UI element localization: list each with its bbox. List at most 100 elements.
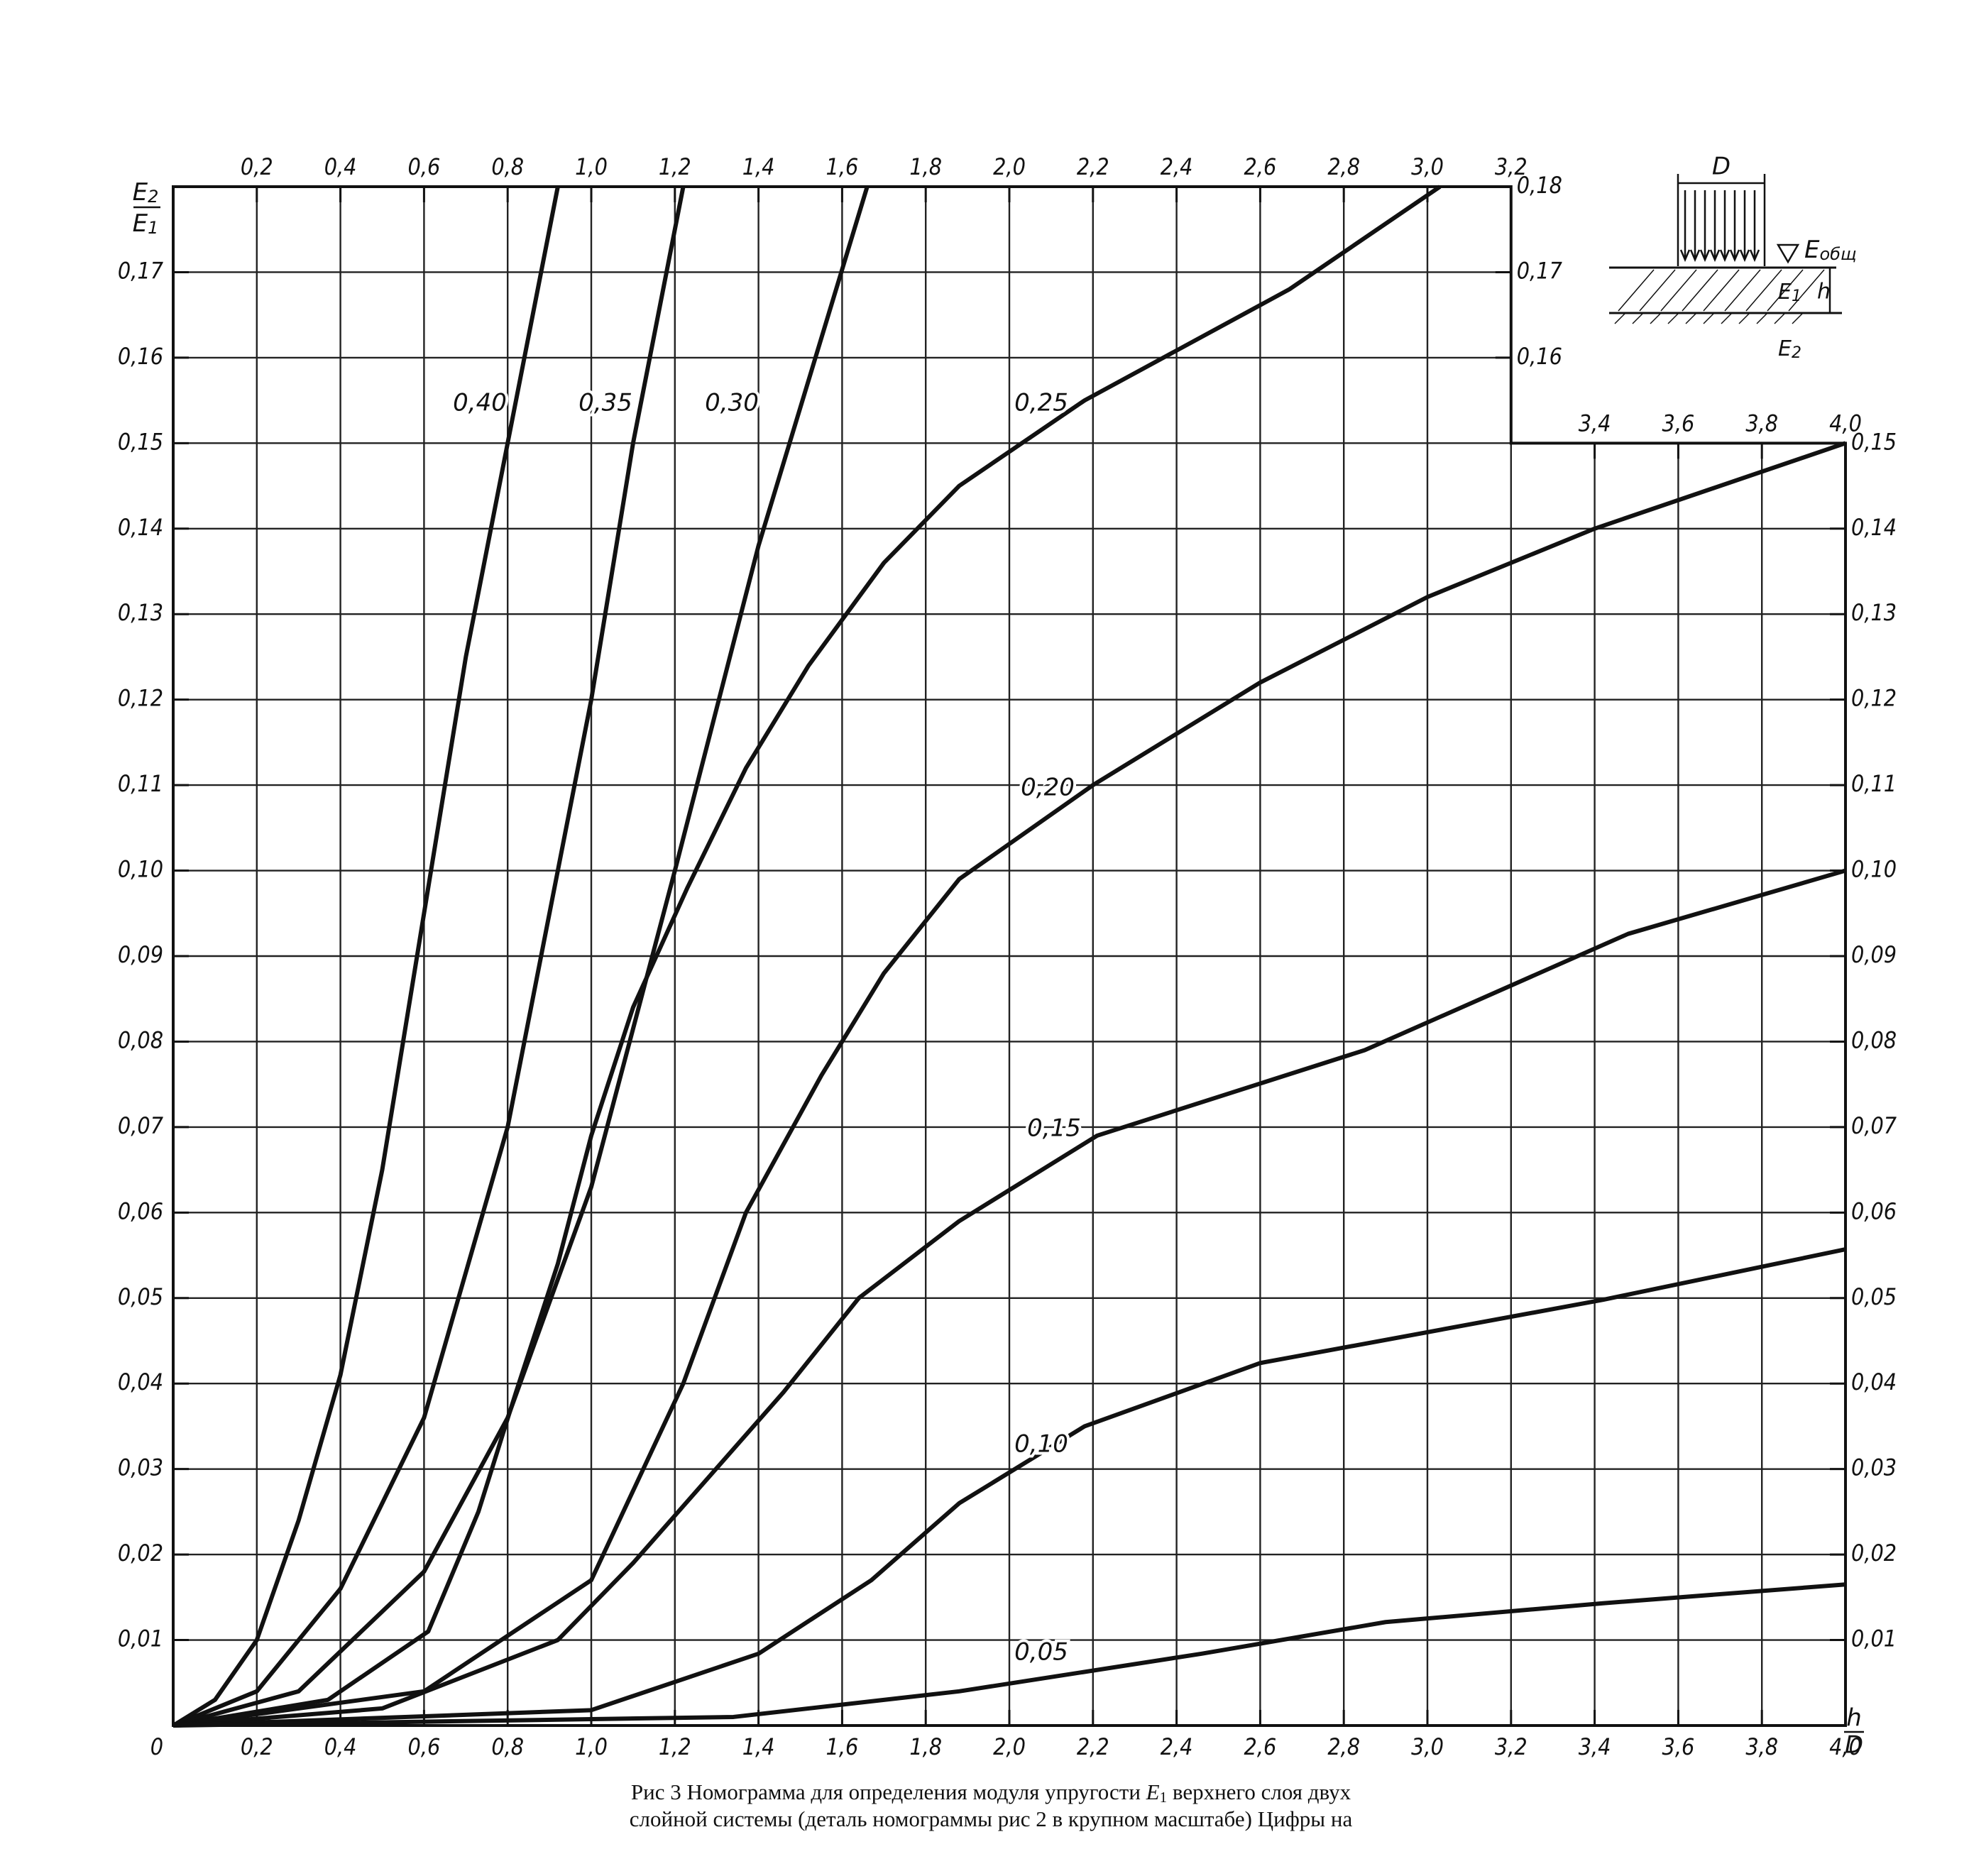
curve-label: 0,40: [453, 389, 507, 417]
y-right-tick-label: 0,05: [1851, 1283, 1897, 1310]
inset-diagram: [1609, 174, 1842, 324]
x-top-tick-label: 2,0: [993, 153, 1026, 180]
x-tick-label: 0,8: [491, 1733, 524, 1760]
y-right-tick-label: 0,12: [1851, 685, 1897, 712]
x-top-tick-label: 1,0: [575, 153, 608, 180]
x-top-tick-label: 1,2: [659, 153, 691, 180]
y-tick-label: 0,05: [118, 1283, 163, 1310]
y-right-tick-label: 0,08: [1851, 1026, 1897, 1053]
curve-label: 0,10: [1014, 1430, 1068, 1459]
y-tick-label: 0,11: [118, 770, 163, 797]
x-tick-label: 0,6: [408, 1733, 441, 1760]
y-right-tick-label: 0,17: [1517, 257, 1563, 284]
x-top-tick-label: 3,4: [1579, 410, 1611, 437]
x-tick-label: 3,6: [1662, 1733, 1695, 1760]
caption-symbol: E: [1146, 1779, 1160, 1804]
x-tick-label: 1,2: [659, 1733, 691, 1760]
x-tick-label: 2,6: [1244, 1733, 1277, 1760]
y-right-tick-label: 0,11: [1851, 770, 1897, 797]
y-right-tick-label: 0,04: [1851, 1368, 1897, 1395]
x-tick-label: 2,4: [1161, 1733, 1193, 1760]
y-tick-label: 0: [150, 1733, 163, 1760]
y-right-tick-label: 0,18: [1517, 172, 1562, 199]
inset-lower-modulus: E2: [1778, 336, 1801, 363]
x-tick-label: 3,0: [1411, 1733, 1444, 1760]
symbol: E: [1778, 336, 1792, 361]
x-tick-label: 3,4: [1579, 1733, 1611, 1760]
y-tick-label: 0,14: [118, 514, 163, 541]
inset-width-label: D: [1712, 153, 1731, 181]
x-tick-label: 3,2: [1495, 1733, 1528, 1760]
inset-total-modulus: Eобщ: [1804, 236, 1857, 265]
curve: [172, 868, 1846, 1728]
y-tick-label: 0,04: [118, 1368, 163, 1395]
x-top-tick-label: 0,6: [408, 153, 441, 180]
x-tick-label: 1,4: [742, 1733, 775, 1760]
curve-label: 0,25: [1014, 389, 1068, 417]
y-right-tick-label: 0,01: [1851, 1625, 1897, 1652]
y-right-tick-label: 0,13: [1851, 599, 1897, 626]
curve-label: 0,15: [1027, 1114, 1081, 1143]
caption-line: Рис 3 Номограмма для определения модуля …: [631, 1779, 1351, 1806]
inset-thickness-label: h: [1817, 280, 1831, 305]
caption-line: слойной системы (деталь номограммы рис 2…: [630, 1806, 1353, 1831]
y-axis-label-numerator: E2: [133, 178, 159, 207]
curve: [172, 1582, 1846, 1728]
curve-label: 0,35: [578, 389, 632, 417]
caption-text: верхнего слоя двух: [1167, 1779, 1351, 1804]
subscript: 2: [1792, 344, 1801, 362]
x-top-tick-label: 3,0: [1411, 153, 1444, 180]
y-tick-label: 0,12: [118, 685, 163, 712]
x-tick-label: 0,2: [241, 1733, 273, 1760]
y-right-tick-label: 0,09: [1851, 941, 1897, 968]
curve: [172, 441, 1846, 1728]
symbol: E: [133, 178, 148, 207]
x-top-tick-label: 4,0: [1829, 410, 1862, 437]
curve: [172, 186, 686, 1728]
y-tick-label: 0,15: [118, 428, 163, 455]
hatching: [1614, 269, 1825, 324]
y-tick-label: 0,06: [118, 1197, 163, 1224]
x-top-tick-label: 2,4: [1161, 153, 1193, 180]
caption-text: Рис 3 Номограмма для определения модуля …: [631, 1779, 1146, 1804]
arrow-heads: [1679, 249, 1760, 263]
y-tick-label: 0,16: [118, 343, 163, 370]
y-right-tick-label: 0,14: [1851, 514, 1897, 541]
x-tick-label: 1,0: [575, 1733, 608, 1760]
symbol: E: [1804, 236, 1820, 264]
curve: [172, 186, 560, 1728]
x-top-tick-label: 0,4: [324, 153, 357, 180]
symbol: E: [133, 209, 148, 238]
x-top-tick-label: 3,8: [1745, 410, 1778, 437]
y-right-tick-label: 0,07: [1851, 1112, 1897, 1139]
y-tick-label: 0,13: [118, 599, 163, 626]
subscript: 1: [1792, 287, 1801, 305]
curve-label: 0,30: [705, 389, 759, 417]
x-top-tick-label: 1,8: [909, 153, 942, 180]
symbol: E: [1778, 280, 1792, 305]
x-tick-label: 2,8: [1327, 1733, 1360, 1760]
curve: [172, 186, 870, 1728]
y-tick-label: 0,07: [118, 1112, 164, 1139]
x-tick-label: 2,2: [1077, 1733, 1109, 1760]
x-tick-label: 0,4: [324, 1733, 357, 1760]
subscript: общ: [1819, 244, 1856, 264]
subscript: 1: [148, 218, 158, 238]
curve-label: 0,20: [1021, 774, 1075, 802]
y-right-tick-label: 0,02: [1851, 1540, 1897, 1567]
x-top-tick-label: 3,6: [1662, 410, 1695, 437]
caption-subscript: 1: [1160, 1789, 1168, 1806]
y-right-tick-label: 0,10: [1851, 856, 1897, 883]
x-tick-label: 1,6: [826, 1733, 859, 1760]
y-tick-label: 0,02: [118, 1540, 163, 1567]
y-right-tick-label: 0,03: [1851, 1454, 1897, 1481]
y-right-tick-label: 0,06: [1851, 1197, 1897, 1224]
y-tick-label: 0,17: [118, 257, 164, 284]
x-axis-label-numerator: h: [1846, 1704, 1862, 1733]
x-top-tick-label: 2,2: [1077, 153, 1109, 180]
x-axis-label-denominator: D: [1845, 1731, 1863, 1760]
x-top-tick-label: 0,8: [491, 153, 524, 180]
load-arrows: [1684, 190, 1756, 258]
